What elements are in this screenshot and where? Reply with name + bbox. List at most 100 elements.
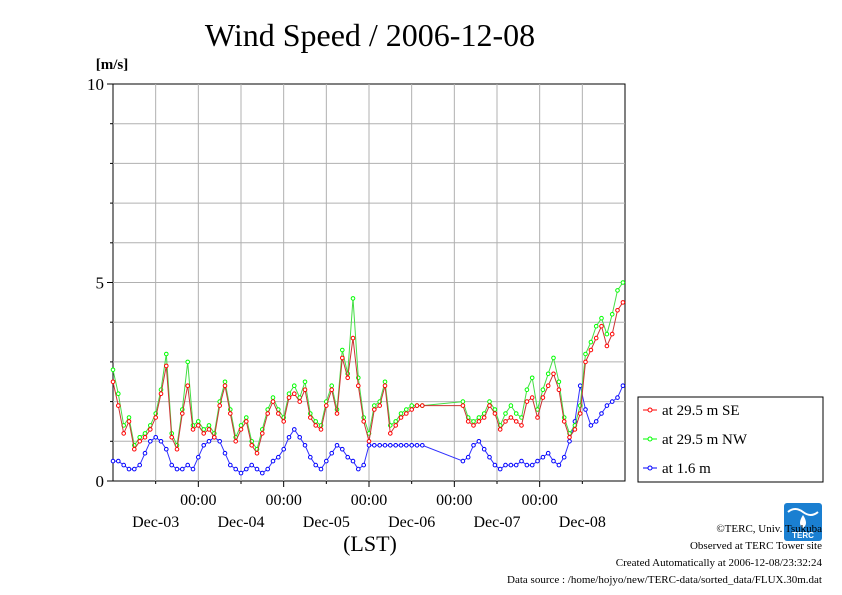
- data-point: [524, 399, 530, 404]
- data-point: [158, 439, 164, 444]
- data-point: [377, 443, 383, 448]
- data-point: [476, 419, 482, 424]
- data-point: [361, 462, 367, 468]
- x-tick-label-time: 00:00: [351, 492, 387, 509]
- data-point: [588, 423, 594, 428]
- data-point: [137, 435, 142, 440]
- data-point: [567, 439, 572, 444]
- data-point: [334, 443, 340, 448]
- data-point: [297, 435, 303, 440]
- data-point: [116, 403, 121, 408]
- data-point: [609, 312, 615, 317]
- data-point: [212, 435, 217, 440]
- data-point: [481, 446, 487, 452]
- data-point: [169, 462, 174, 468]
- data-point: [556, 387, 562, 393]
- legend-label: at 29.5 m NW: [662, 432, 748, 448]
- legend-swatch-marker: [647, 465, 653, 471]
- data-point: [270, 395, 276, 400]
- data-point: [201, 431, 206, 436]
- data-point: [132, 446, 137, 452]
- data-point: [377, 403, 383, 408]
- data-point: [404, 443, 409, 448]
- data-point: [292, 383, 297, 389]
- data-point: [260, 431, 265, 436]
- legend-label: at 29.5 m SE: [662, 403, 740, 419]
- data-point: [599, 315, 604, 321]
- data-point: [302, 387, 308, 393]
- data-point: [604, 331, 610, 337]
- data-point: [599, 411, 604, 416]
- data-point: [350, 335, 356, 341]
- data-point: [503, 419, 508, 424]
- data-point: [593, 335, 599, 341]
- series-layer: [110, 280, 626, 476]
- data-point: [308, 415, 313, 420]
- data-point: [340, 347, 345, 353]
- data-point: [561, 419, 567, 424]
- data-point: [577, 383, 583, 389]
- data-point: [110, 367, 116, 373]
- data-point: [460, 403, 466, 408]
- data-point: [620, 280, 626, 285]
- data-point: [465, 419, 471, 424]
- data-point: [545, 371, 551, 377]
- data-point: [583, 407, 588, 412]
- x-tick-label-day: Dec-08: [559, 514, 606, 531]
- y-tick-label: 5: [96, 274, 105, 293]
- data-point: [308, 454, 313, 460]
- data-point: [513, 462, 519, 468]
- x-tick-label-day: Dec-04: [217, 514, 264, 531]
- data-point: [286, 391, 292, 397]
- data-point: [524, 387, 530, 393]
- data-point: [593, 419, 599, 424]
- data-point: [497, 466, 503, 472]
- data-point: [588, 339, 594, 345]
- data-point: [292, 427, 297, 432]
- data-point: [471, 419, 476, 424]
- data-point: [556, 379, 562, 385]
- data-point: [404, 407, 409, 412]
- data-point: [535, 407, 540, 412]
- terc-logo: TERC: [784, 503, 822, 541]
- data-point: [535, 415, 540, 420]
- logo-text: TERC: [792, 531, 814, 540]
- data-point: [476, 439, 482, 444]
- data-point: [302, 379, 308, 385]
- data-point: [545, 450, 551, 456]
- data-point: [254, 450, 260, 456]
- data-point: [297, 399, 303, 404]
- data-point: [556, 462, 562, 468]
- data-point: [121, 431, 126, 436]
- data-point: [460, 399, 466, 404]
- data-point: [196, 454, 201, 460]
- x-tick-label-time: 00:00: [436, 492, 472, 509]
- data-point: [609, 331, 615, 337]
- data-point: [398, 415, 404, 420]
- data-point: [513, 419, 519, 424]
- data-point: [519, 423, 524, 428]
- data-point: [302, 443, 308, 448]
- legend-box: [637, 396, 824, 483]
- data-point: [604, 343, 610, 349]
- data-point: [583, 359, 588, 365]
- data-point: [329, 450, 335, 456]
- data-point: [286, 395, 292, 400]
- data-point: [508, 415, 514, 420]
- data-point: [185, 462, 190, 468]
- x-tick-label-time: 00:00: [265, 492, 301, 509]
- data-point: [382, 379, 388, 385]
- data-point: [169, 435, 174, 440]
- data-point: [126, 466, 132, 472]
- data-point: [329, 383, 335, 389]
- data-point: [620, 383, 626, 389]
- legend-swatch-marker: [647, 407, 653, 413]
- data-point: [350, 296, 356, 301]
- data-point: [185, 383, 190, 389]
- data-point: [116, 458, 121, 464]
- data-point: [588, 347, 594, 353]
- data-point: [398, 443, 404, 448]
- data-point: [372, 443, 377, 448]
- data-point: [292, 391, 297, 397]
